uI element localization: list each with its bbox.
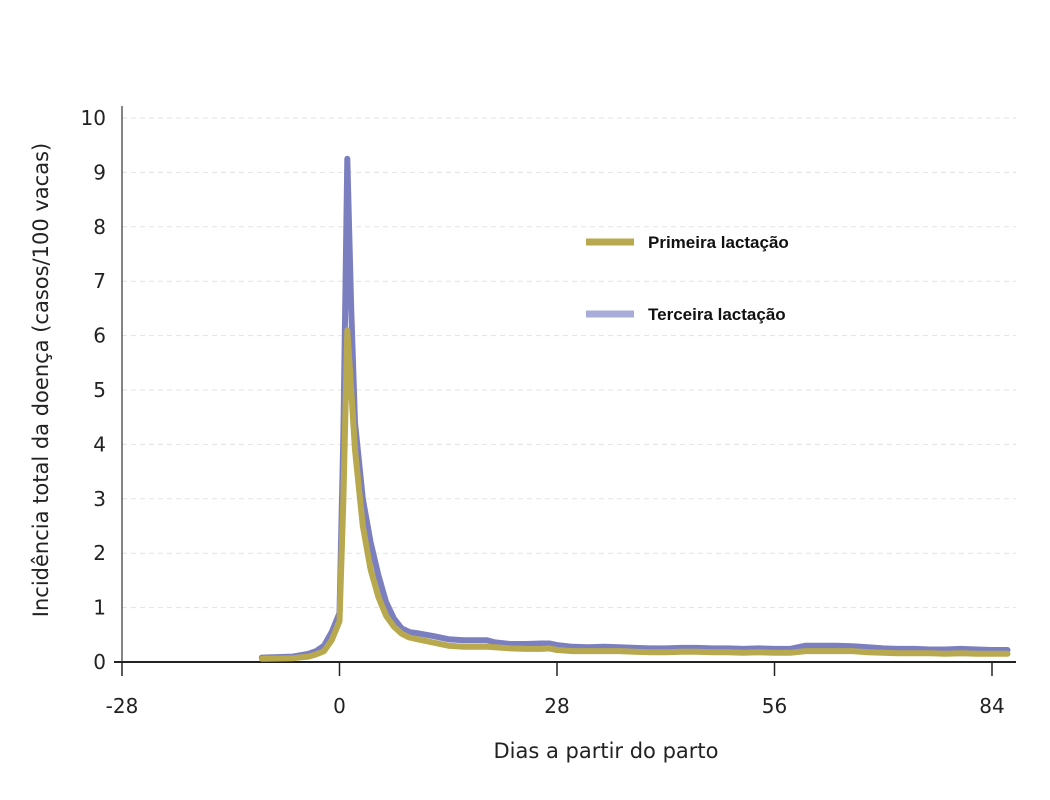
y-tick-label: 10: [81, 106, 106, 130]
y-tick-label: 3: [93, 487, 106, 511]
x-tick-label: 0: [333, 694, 346, 718]
gridlines: [122, 117, 1016, 609]
legend: Primeira lactação Terceira lactação: [586, 233, 789, 324]
y-tick-label: 4: [93, 432, 106, 456]
y-axis: 0 1 2 3 4 5 6 7 8 9 10: [81, 106, 123, 674]
series-lines: [258, 155, 1011, 662]
y-tick-label: 8: [93, 215, 106, 239]
y-tick-label: 5: [93, 378, 106, 402]
y-tick-label: 6: [93, 324, 106, 348]
y-tick-label: 7: [93, 269, 106, 293]
y-tick-label: 1: [93, 596, 106, 620]
x-tick-label: 84: [979, 694, 1004, 718]
x-axis-label: Dias a partir do parto: [493, 739, 718, 763]
legend-label: Terceira lactação: [648, 305, 786, 324]
x-tick-label: 28: [544, 694, 569, 718]
y-tick-label: 0: [93, 650, 106, 674]
series-line-primeira-lactacao: [258, 327, 1011, 662]
x-axis: -28 0 28 56 84: [106, 661, 1016, 718]
y-axis-label: Incidência total da doença (casos/100 va…: [29, 143, 53, 617]
x-tick-label: 56: [762, 694, 787, 718]
y-tick-label: 2: [93, 541, 106, 565]
legend-label: Primeira lactação: [648, 233, 789, 252]
y-tick-label: 9: [93, 160, 106, 184]
x-tick-label: -28: [106, 694, 139, 718]
